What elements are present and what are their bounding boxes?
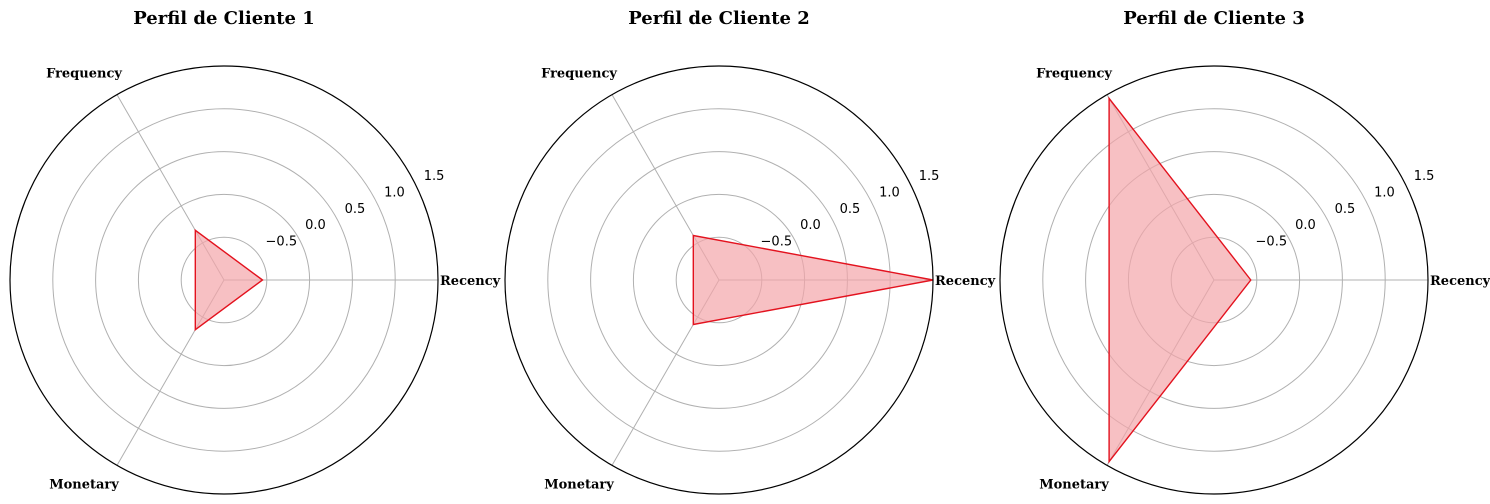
radar-chart-3: Perfil de Cliente 3 −0.5 0.0 0.5 1.0 1.5 Recen… [999, 8, 1490, 495]
chart-title: Perfil de Cliente 3 [1123, 8, 1305, 29]
axis-label-monetary: Monetary [49, 477, 119, 492]
radial-tick-label: 1.5 [919, 169, 940, 184]
radial-tick-label: 1.0 [1374, 185, 1395, 200]
outer-frame [999, 65, 1429, 495]
radial-tick-label: 0.0 [800, 218, 821, 233]
radial-tick-label: 0.0 [1295, 218, 1316, 233]
radar-chart-1: Perfil de Cliente 1 −0.5 0.0 0.5 1.0 1.5 Recen… [9, 8, 501, 495]
radial-tick-label: −0.5 [266, 235, 298, 250]
outer-frame [504, 65, 934, 495]
radial-tick-label: −0.5 [761, 235, 793, 250]
series-line [194, 228, 264, 332]
chart-title: Perfil de Cliente 2 [628, 8, 810, 29]
axis-label-recency: Recency [440, 274, 501, 289]
chart-title: Perfil de Cliente 1 [133, 8, 315, 29]
axis-label-recency: Recency [1430, 274, 1490, 289]
axis-label-monetary: Monetary [1039, 477, 1109, 492]
series-area [195, 230, 263, 330]
axis-label-frequency: Frequency [46, 67, 122, 82]
series-area [1109, 98, 1251, 462]
radar-chart-2: Perfil de Cliente 2 −0.5 0.0 0.5 1.0 1.5 Recen… [504, 8, 996, 495]
series-area [693, 235, 933, 325]
radial-tick-label: 1.0 [384, 185, 405, 200]
axis-label-frequency: Frequency [541, 67, 617, 82]
radial-tick-label: 0.5 [345, 202, 366, 217]
radial-tick-label: 1.0 [879, 185, 900, 200]
axis-label-monetary: Monetary [544, 477, 614, 492]
axis-label-frequency: Frequency [1036, 67, 1112, 82]
radial-tick-label: 0.5 [840, 202, 861, 217]
radial-tick-label: 1.5 [1414, 169, 1435, 184]
axis-label-recency: Recency [935, 274, 996, 289]
series-line [1108, 96, 1252, 464]
radial-tick-label: 0.5 [1335, 202, 1356, 217]
radial-tick-label: 0.0 [305, 218, 326, 233]
outer-frame [9, 65, 439, 495]
radial-tick-label: 1.5 [424, 169, 445, 184]
radial-tick-label: −0.5 [1256, 235, 1288, 250]
series-line [692, 234, 934, 326]
